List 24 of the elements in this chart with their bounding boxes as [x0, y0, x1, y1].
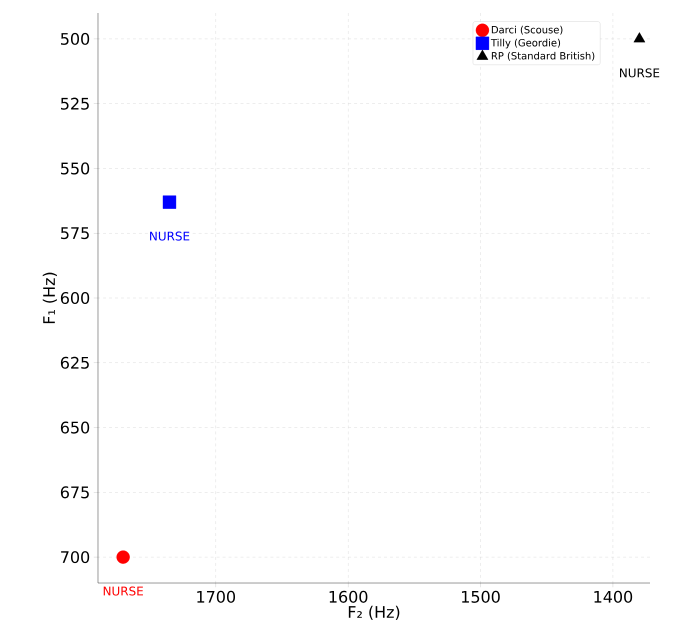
legend-label: Tilly (Geordie)	[490, 38, 560, 48]
x-axis-title: F₂ (Hz)	[348, 606, 400, 620]
y-tick-label: 525	[61, 98, 89, 110]
point	[116, 550, 130, 564]
y-tick-label: 500	[61, 32, 90, 45]
y-tick-label: 675	[60, 486, 89, 498]
y-tick-label: 700	[61, 551, 90, 564]
annotation: NURSE	[150, 232, 190, 241]
point	[162, 195, 176, 209]
x-tick-label: 1500	[462, 590, 500, 603]
legend-label: Darci (Scouse)	[492, 26, 562, 35]
x-tick-label: 1700	[197, 590, 236, 603]
point	[634, 32, 646, 42]
y-tick-label: 650	[60, 422, 90, 434]
x-tick-label: 1600	[330, 590, 368, 603]
annotation: NURSE	[104, 586, 143, 596]
annotation: NURSE	[620, 68, 660, 78]
legend-label: RP (Standard British)	[492, 52, 594, 61]
y-tick-label: 575	[61, 227, 89, 240]
y-tick-label: 625	[60, 356, 89, 369]
x-tick-label: 1400	[594, 590, 632, 603]
y-axis-title: F₁ (Hz)	[42, 272, 57, 324]
y-tick-label: 550	[61, 162, 90, 174]
y-tick-label: 600	[60, 292, 90, 304]
